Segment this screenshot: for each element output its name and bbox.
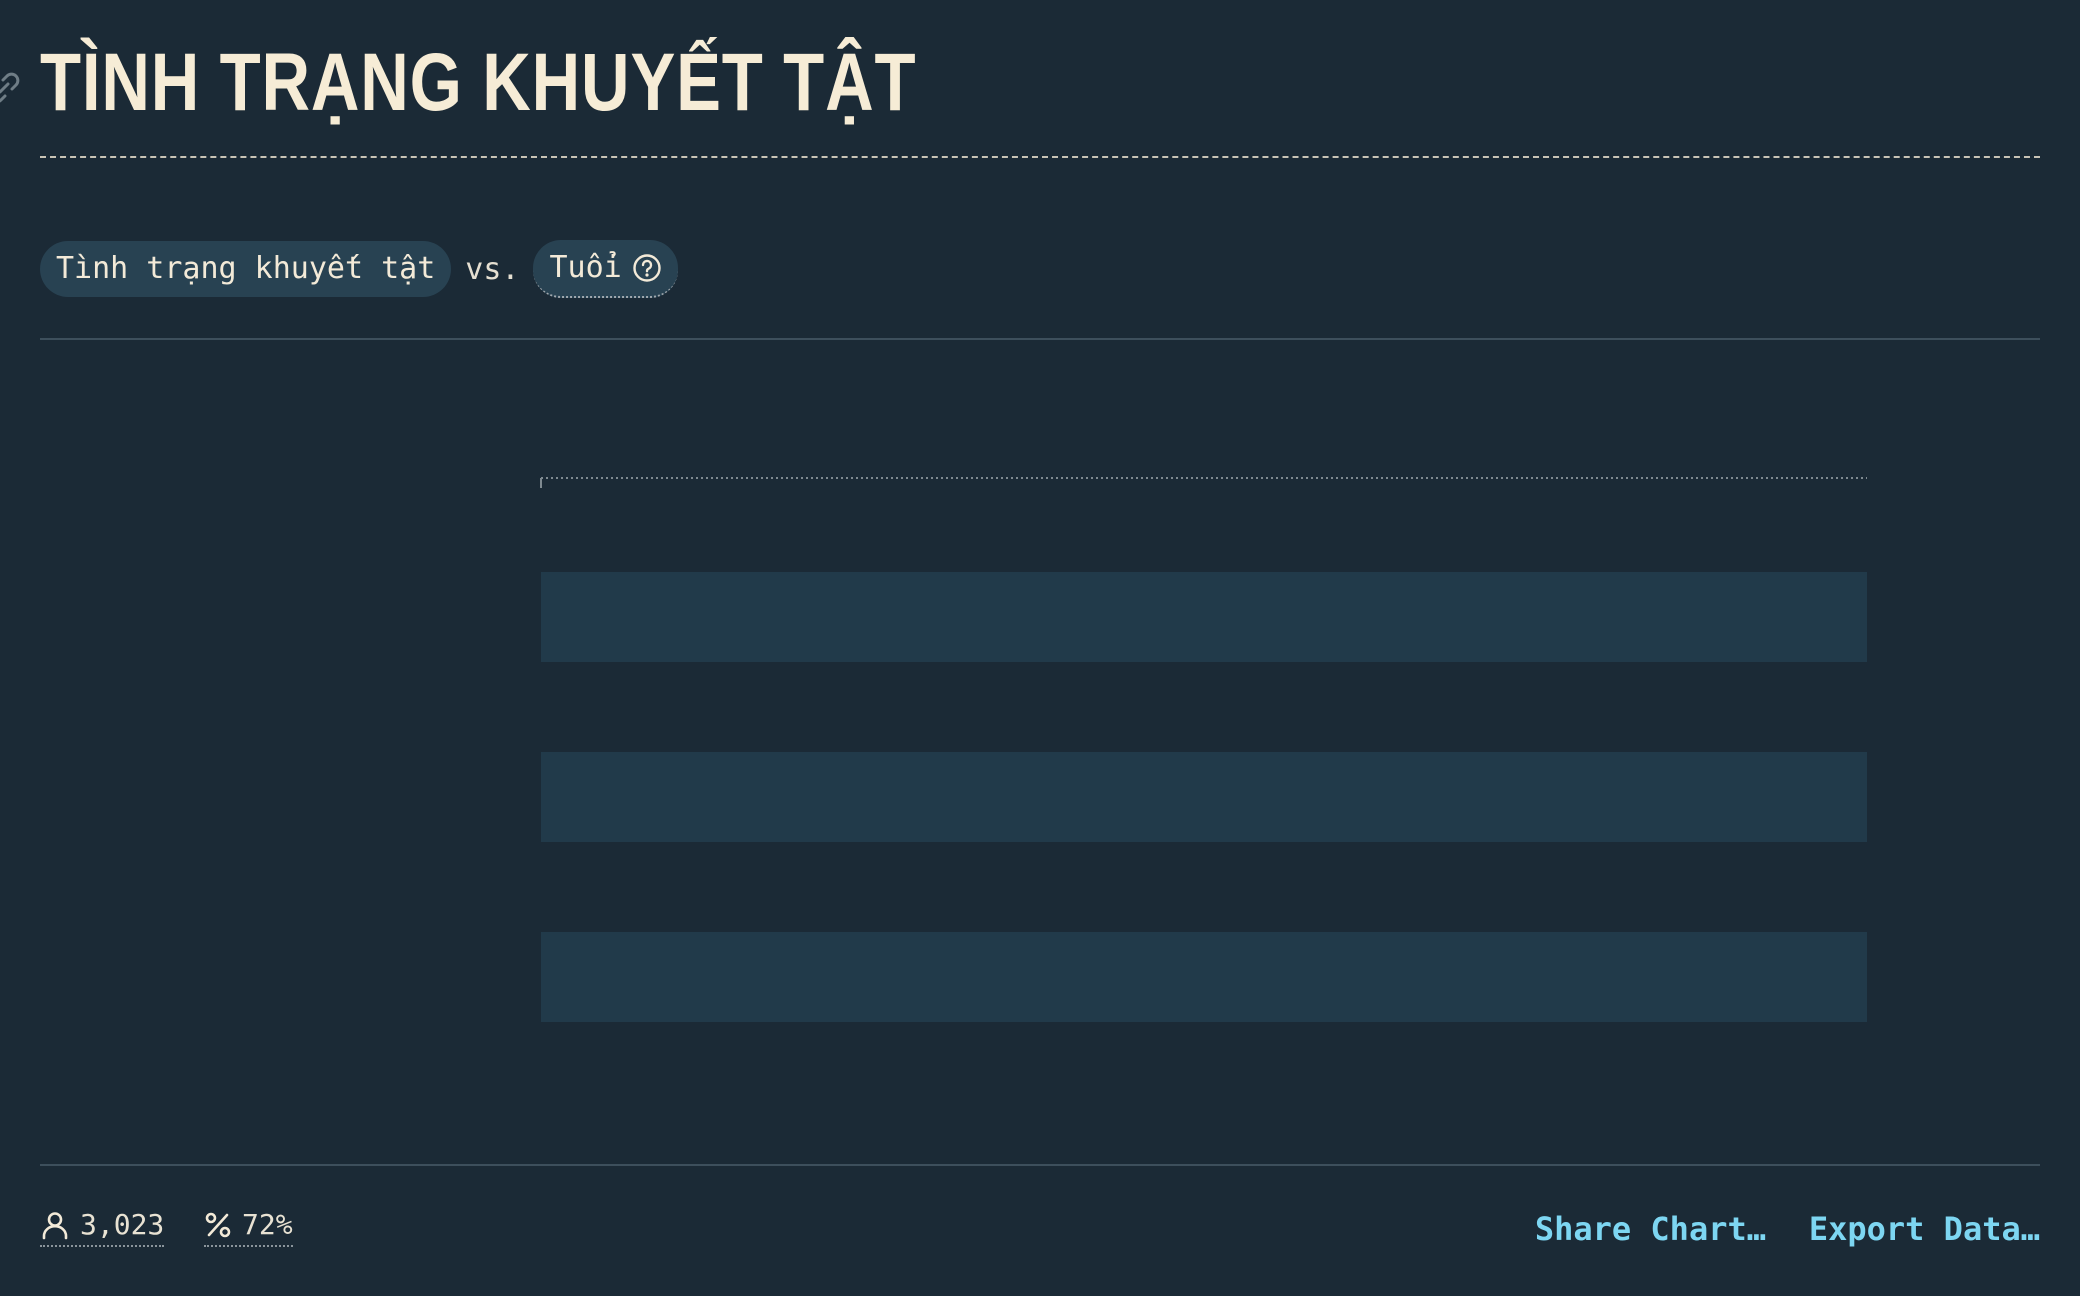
respondents-stat[interactable]: 3,023 bbox=[40, 1208, 165, 1247]
variable-pill-age[interactable]: Tuổi bbox=[533, 240, 678, 298]
percent-icon bbox=[205, 1212, 231, 1237]
help-circle-icon[interactable] bbox=[632, 253, 662, 283]
variable-pill-disability[interactable]: Tình trạng khuyết tật bbox=[40, 241, 452, 297]
percent-value: 72% bbox=[242, 1208, 293, 1241]
row-band bbox=[541, 752, 1867, 842]
export-data-link[interactable]: Export Data… bbox=[1808, 1210, 2040, 1248]
versus-label: vs. bbox=[465, 251, 520, 287]
link-icon[interactable] bbox=[0, 70, 22, 106]
percent-stat[interactable]: 72% bbox=[204, 1208, 293, 1247]
variable-selector: Tình trạng khuyết tật vs. Tuổi bbox=[40, 240, 678, 298]
title-divider bbox=[40, 156, 2040, 158]
header-divider bbox=[40, 338, 2040, 340]
row-band bbox=[541, 932, 1867, 1022]
share-chart-link[interactable]: Share Chart… bbox=[1534, 1210, 1766, 1248]
footer-divider bbox=[40, 1164, 2040, 1166]
person-icon bbox=[42, 1211, 68, 1239]
variable-pill-age-label: Tuổi bbox=[549, 250, 622, 285]
row-band bbox=[541, 572, 1867, 662]
variable-pill-disability-label: Tình trạng khuyết tật bbox=[56, 251, 436, 286]
page-title: TÌNH TRẠNG KHUYẾT TẬT bbox=[40, 37, 917, 128]
respondents-count: 3,023 bbox=[80, 1208, 165, 1241]
